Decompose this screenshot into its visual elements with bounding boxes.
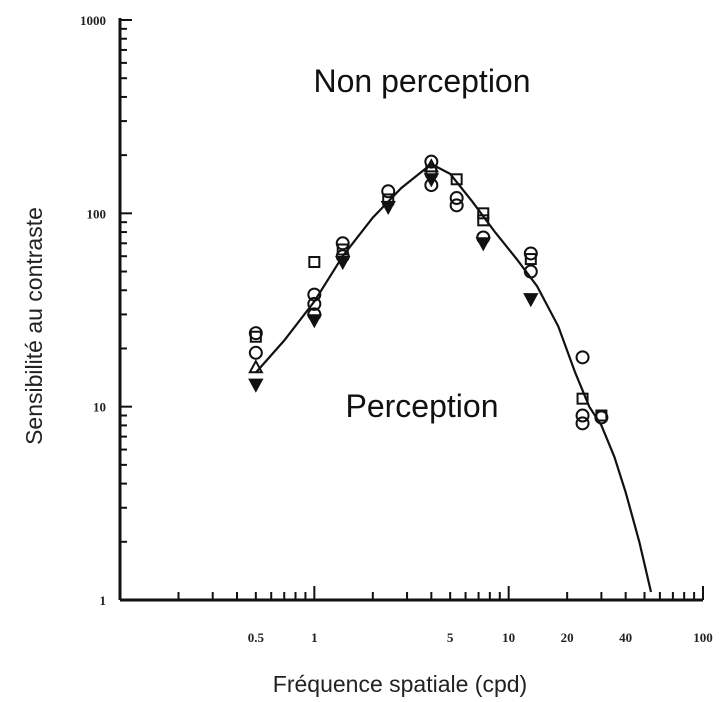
y-tick-label: 10	[93, 400, 106, 415]
x-tick-label: 5	[447, 630, 454, 645]
x-tick-label: 20	[561, 630, 574, 645]
y-tick-label: 1000	[80, 13, 106, 28]
y-axis-title: Sensibilité au contraste	[21, 207, 47, 445]
data-point	[308, 315, 320, 326]
x-tick-label: 40	[619, 630, 632, 645]
non-perception-label: Non perception	[313, 63, 530, 99]
data-point	[577, 351, 589, 363]
axis-ticks	[120, 20, 703, 600]
region-annotations: Non perception Perception	[313, 63, 530, 424]
data-point	[250, 347, 262, 359]
x-tick-label: 0.5	[248, 630, 265, 645]
y-tick-label: 100	[87, 206, 107, 221]
tick-labels: 1 10 100 1000 0.5 1 5 10 20 40 100	[80, 13, 713, 645]
fit-curve	[256, 164, 651, 592]
data-point	[525, 294, 537, 305]
data-point	[451, 199, 463, 211]
data-point	[309, 257, 319, 267]
data-point	[577, 417, 589, 429]
y-tick-label: 1	[100, 593, 107, 608]
x-tick-label: 1	[311, 630, 318, 645]
data-point	[250, 380, 262, 391]
x-tick-label: 10	[502, 630, 515, 645]
x-axis-title: Fréquence spatiale (cpd)	[273, 671, 527, 697]
perception-label: Perception	[346, 388, 499, 424]
data-point	[477, 238, 489, 249]
x-tick-label: 100	[693, 630, 713, 645]
